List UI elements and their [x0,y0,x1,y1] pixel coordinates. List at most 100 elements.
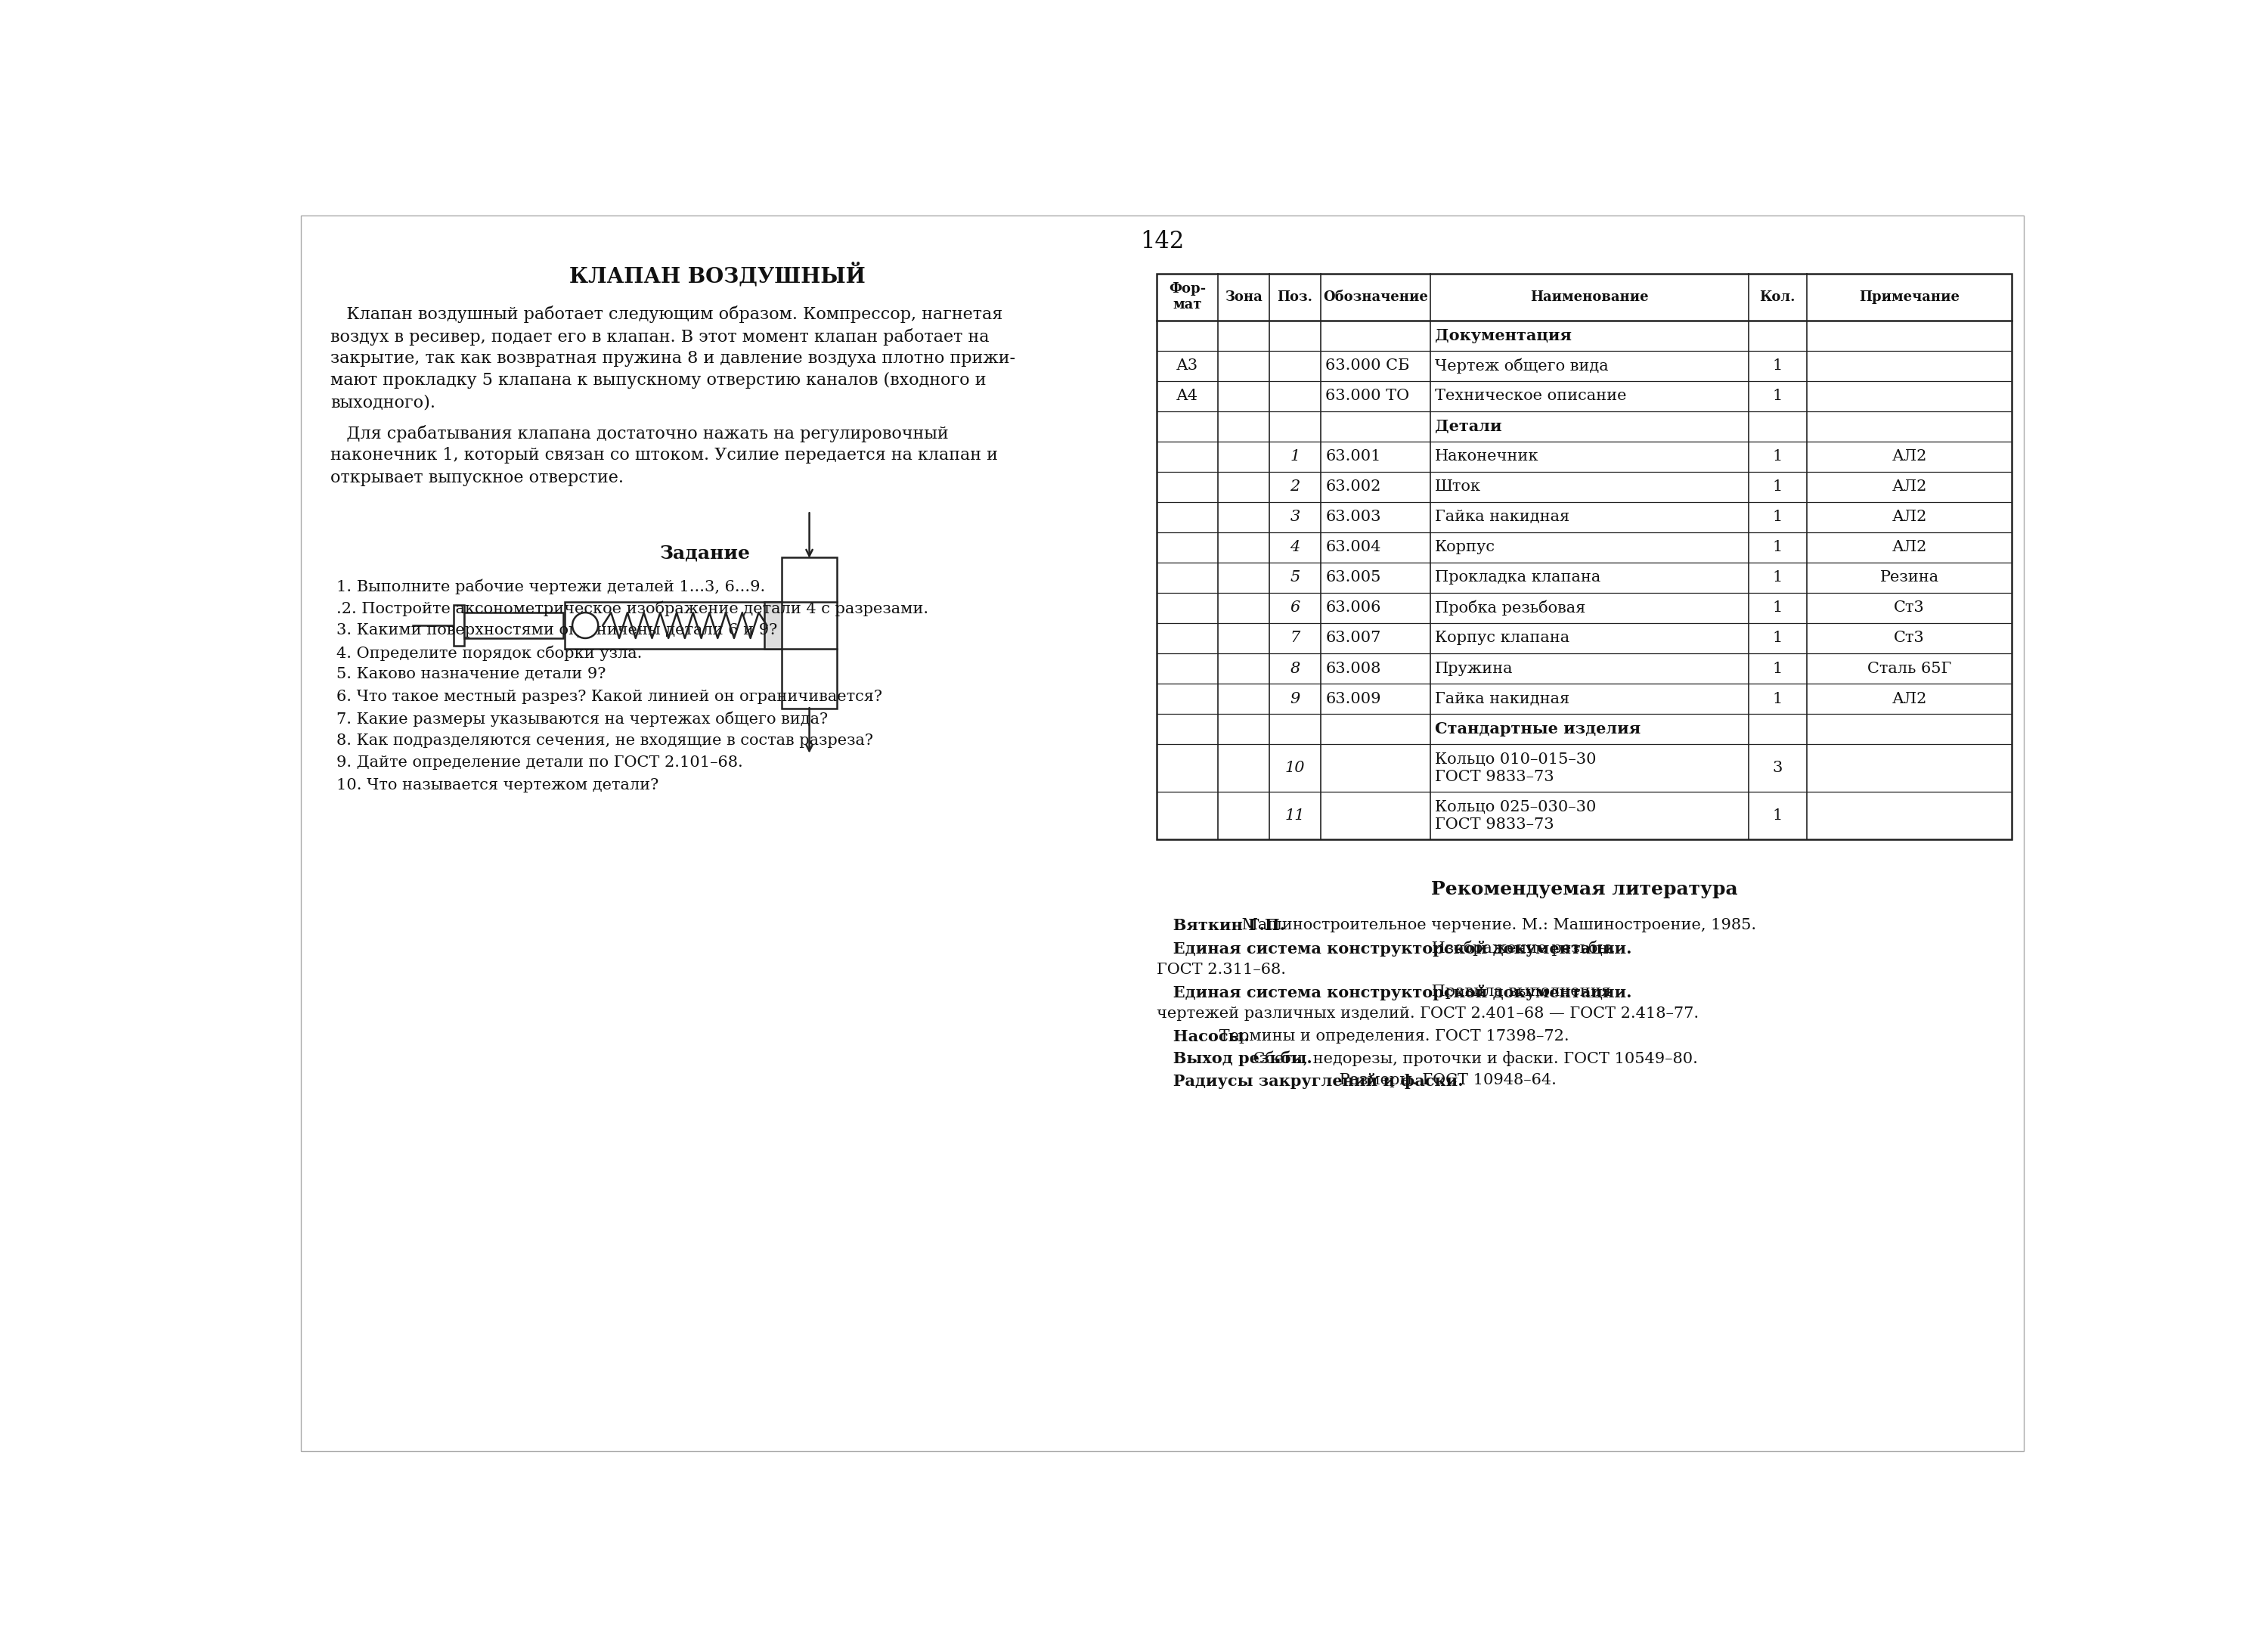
Text: 3: 3 [1774,761,1783,776]
Text: Сбеги, недорезы, проточки и фаски. ГОСТ 10549–80.: Сбеги, недорезы, проточки и фаски. ГОСТ … [1247,1051,1699,1066]
Text: Ст3: Ст3 [1894,630,1926,645]
Text: Фор-
мат: Фор- мат [1168,282,1207,312]
Text: Единая система конструкторской документации.: Единая система конструкторской документа… [1157,940,1631,957]
Text: 9. Дайте определение детали по ГОСТ 2.101–68.: 9. Дайте определение детали по ГОСТ 2.10… [336,756,744,771]
Text: 2: 2 [1290,480,1300,493]
Text: 63.001: 63.001 [1325,449,1381,464]
Text: А4: А4 [1177,389,1198,403]
Text: Ст3: Ст3 [1894,601,1926,615]
Text: выходного).: выходного). [331,394,435,411]
Text: Правила выполнения: Правила выполнения [1427,985,1610,998]
Text: 11: 11 [1286,808,1304,823]
Text: 1: 1 [1774,630,1783,645]
Text: 63.007: 63.007 [1325,630,1381,645]
Bar [764,602,782,648]
Text: открывает выпускное отверстие.: открывает выпускное отверстие. [331,469,624,487]
Text: 63.002: 63.002 [1325,480,1381,493]
Text: АЛ2: АЛ2 [1892,449,1928,464]
Text: 1: 1 [1774,358,1783,373]
Text: 1: 1 [1774,691,1783,706]
Text: А3: А3 [1177,358,1198,373]
Text: Прокладка клапана: Прокладка клапана [1436,571,1601,584]
Text: Чертеж общего вида: Чертеж общего вида [1436,358,1608,373]
Bar [454,606,465,645]
Text: Рекомендуемая литература: Рекомендуемая литература [1431,881,1737,899]
Text: 63.003: 63.003 [1325,510,1381,525]
Text: .2. Постройте аксонометрическое изображение детали 4 с разрезами.: .2. Постройте аксонометрическое изображе… [336,601,928,617]
Text: Пробка резьбовая: Пробка резьбовая [1436,601,1585,615]
Text: 5. Каково назначение детали 9?: 5. Каково назначение детали 9? [336,667,606,681]
Bar [565,602,782,648]
Text: 5: 5 [1290,571,1300,584]
Text: закрытие, так как возвратная пружина 8 и давление воздуха плотно прижи-: закрытие, так как возвратная пружина 8 и… [331,350,1016,366]
Text: 7: 7 [1290,630,1300,645]
Text: Примечание: Примечание [1860,290,1960,304]
Text: Зона: Зона [1225,290,1263,304]
Text: Наконечник: Наконечник [1436,449,1540,464]
Text: 63.000 ТО: 63.000 ТО [1325,389,1408,403]
Text: Кол.: Кол. [1760,290,1796,304]
Text: Кольцо 010–015–30: Кольцо 010–015–30 [1436,752,1597,767]
Text: мают прокладку 5 клапана к выпускному отверстию каналов (входного и: мают прокладку 5 клапана к выпускному от… [331,373,987,389]
Text: 7. Какие размеры указываются на чертежах общего вида?: 7. Какие размеры указываются на чертежах… [336,711,828,728]
Bar [782,558,837,708]
Text: Задание: Задание [660,544,751,563]
Text: 10. Что называется чертежом детали?: 10. Что называется чертежом детали? [336,777,658,792]
Text: АЛ2: АЛ2 [1892,510,1928,525]
Text: Сталь 65Г: Сталь 65Г [1867,662,1950,675]
Text: воздух в ресивер, подает его в клапан. В этот момент клапан работает на: воздух в ресивер, подает его в клапан. В… [331,328,989,345]
Text: Шток: Шток [1436,480,1481,493]
Text: Машиностроительное черчение. М.: Машиностроение, 1985.: Машиностроительное черчение. М.: Машинос… [1236,919,1755,932]
Text: Для срабатывания клапана достаточно нажать на регулировочный: Для срабатывания клапана достаточно нажа… [331,426,948,442]
Text: 1: 1 [1774,389,1783,403]
Text: Стандартные изделия: Стандартные изделия [1436,721,1640,736]
Text: 1: 1 [1774,510,1783,525]
Text: Вяткин Г.П.: Вяткин Г.П. [1157,919,1286,934]
Text: 1: 1 [1290,449,1300,464]
Text: наконечник 1, который связан со штоком. Усилие передается на клапан и: наконечник 1, который связан со штоком. … [331,447,998,464]
Text: ГОСТ 9833–73: ГОСТ 9833–73 [1436,769,1554,784]
Text: 8. Как подразделяются сечения, не входящие в состав разреза?: 8. Как подразделяются сечения, не входящ… [336,734,873,747]
Text: Радиусы закруглений и фаски.: Радиусы закруглений и фаски. [1157,1072,1463,1089]
Text: 1: 1 [1774,480,1783,493]
Text: АЛ2: АЛ2 [1892,691,1928,706]
Text: 63.000 СБ: 63.000 СБ [1325,358,1411,373]
Text: 63.009: 63.009 [1325,691,1381,706]
Text: Клапан воздушный работает следующим образом. Компрессор, нагнетая: Клапан воздушный работает следующим обра… [331,305,1002,323]
Text: 9: 9 [1290,691,1300,706]
Text: Гайка накидная: Гайка накидная [1436,510,1569,525]
Text: Кольцо 025–030–30: Кольцо 025–030–30 [1436,800,1597,815]
Text: 4. Определите порядок сборки узла.: 4. Определите порядок сборки узла. [336,645,642,660]
Text: 63.005: 63.005 [1325,571,1381,584]
Text: 63.004: 63.004 [1325,540,1381,554]
Text: 3. Какими поверхностями ограничены детали 6 и 9?: 3. Какими поверхностями ограничены детал… [336,624,778,637]
Text: Единая система конструкторской документации.: Единая система конструкторской документа… [1157,985,1631,1000]
Text: Изображение резьбы.: Изображение резьбы. [1427,940,1615,955]
Text: Резина: Резина [1880,571,1939,584]
Text: АЛ2: АЛ2 [1892,480,1928,493]
Text: 63.008: 63.008 [1325,662,1381,675]
Text: Насосы.: Насосы. [1157,1030,1250,1044]
Text: Обозначение: Обозначение [1322,290,1429,304]
Text: Техническое описание: Техническое описание [1436,389,1626,403]
Text: Поз.: Поз. [1277,290,1313,304]
Text: 1: 1 [1774,571,1783,584]
Text: Документация: Документация [1436,328,1572,343]
Text: Размеры. ГОСТ 10948–64.: Размеры. ГОСТ 10948–64. [1334,1072,1556,1087]
Text: КЛАПАН ВОЗДУШНЫЙ: КЛАПАН ВОЗДУШНЫЙ [569,262,864,287]
Text: Корпус клапана: Корпус клапана [1436,630,1569,645]
Text: 6: 6 [1290,601,1300,615]
Text: 4: 4 [1290,540,1300,554]
Text: 8: 8 [1290,662,1300,675]
Text: Пружина: Пружина [1436,662,1513,675]
Text: 1: 1 [1774,808,1783,823]
Text: чертежей различных изделий. ГОСТ 2.401–68 — ГОСТ 2.418–77.: чертежей различных изделий. ГОСТ 2.401–6… [1157,1006,1699,1021]
Bar [465,612,562,639]
Text: 6. Что такое местный разрез? Какой линией он ограничивается?: 6. Что такое местный разрез? Какой линие… [336,690,882,705]
Text: АЛ2: АЛ2 [1892,540,1928,554]
Circle shape [572,612,599,639]
Text: Детали: Детали [1436,419,1501,434]
Text: Выход резьбы.: Выход резьбы. [1157,1051,1311,1066]
Text: 3: 3 [1290,510,1300,525]
Text: 1: 1 [1774,601,1783,615]
